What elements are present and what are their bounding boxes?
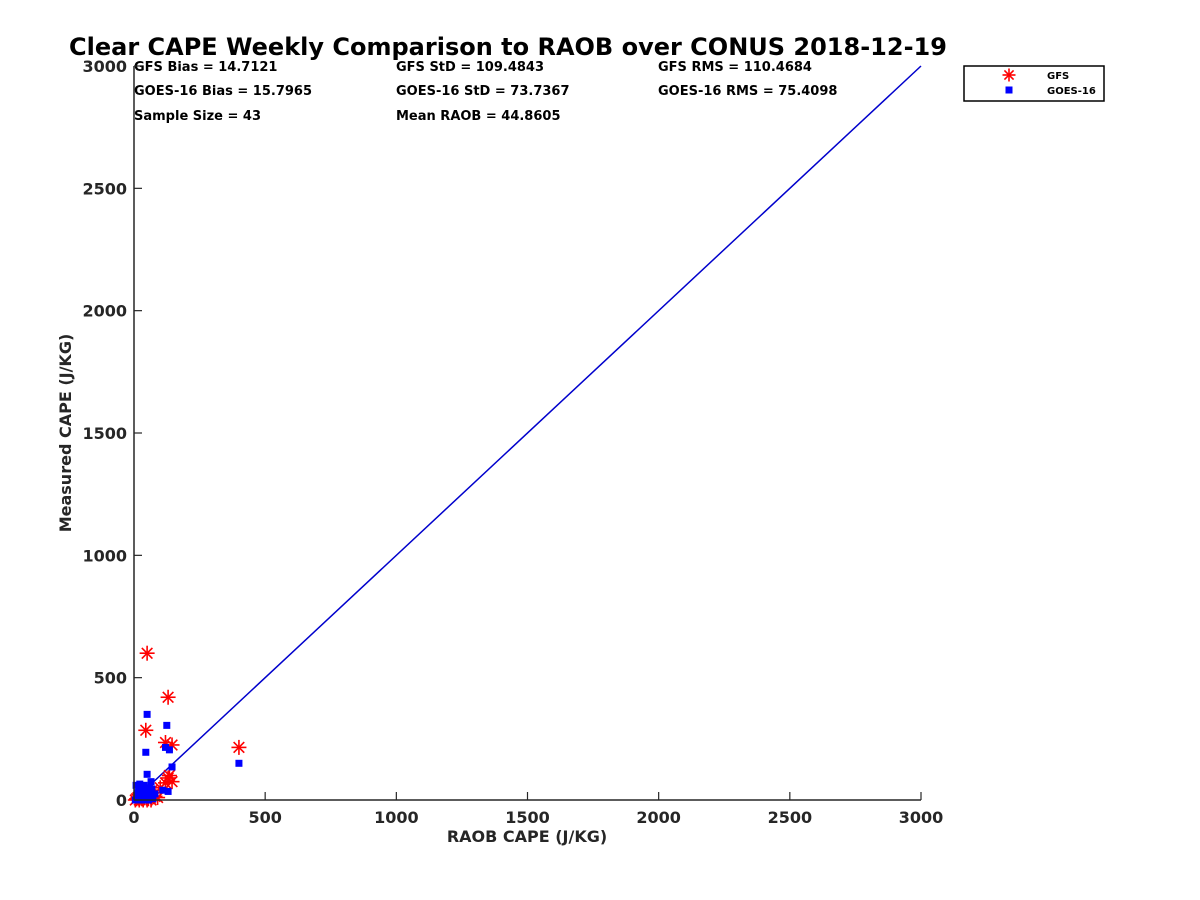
- data-point: [148, 785, 156, 793]
- data-point: [149, 795, 157, 803]
- stat-text: GFS RMS = 110.4684: [658, 60, 812, 75]
- x-axis: 0 500 1000 1500 2000 2500 3000: [128, 792, 943, 827]
- x-tick-label: 1000: [374, 808, 419, 827]
- x-tick-label: 500: [248, 808, 281, 827]
- y-tick-label: 3000: [82, 57, 127, 76]
- data-point: [159, 786, 167, 794]
- y-tick-label: 500: [94, 669, 127, 688]
- one-to-one-line: [133, 65, 922, 801]
- chart-title: Clear CAPE Weekly Comparison to RAOB ove…: [69, 33, 947, 61]
- data-point: [168, 763, 176, 771]
- legend-gfs-marker: [1002, 68, 1016, 82]
- legend-goes16-label: GOES-16: [1047, 86, 1096, 97]
- data-point: [143, 710, 151, 718]
- stats-block: GFS Bias = 14.7121 GFS StD = 109.4843 GFS …: [134, 60, 837, 124]
- data-point: [165, 746, 173, 754]
- data-point: [160, 770, 176, 786]
- data-point: [142, 748, 150, 756]
- stat-text: GOES-16 StD = 73.7367: [396, 84, 570, 99]
- x-tick-label: 1500: [505, 808, 550, 827]
- data-point: [161, 768, 177, 784]
- data-point: [160, 689, 176, 705]
- x-tick-label: 0: [128, 808, 139, 827]
- x-tick-label: 3000: [899, 808, 944, 827]
- plot-area: [127, 65, 922, 808]
- stat-text: GFS StD = 109.4843: [396, 60, 544, 75]
- data-point: [136, 780, 144, 788]
- y-tick-label: 1000: [82, 546, 127, 565]
- y-tick-label: 0: [116, 791, 127, 810]
- data-point: [143, 770, 151, 778]
- y-tick-label: 2500: [82, 179, 127, 198]
- data-point: [138, 722, 154, 738]
- y-axis: 0 500 1000 1500 2000 2500 3000: [82, 57, 142, 810]
- legend: GFS GOES-16: [963, 65, 1105, 102]
- data-point: [132, 781, 140, 789]
- x-tick-label: 2000: [636, 808, 681, 827]
- stat-text: Sample Size = 43: [134, 109, 261, 124]
- legend-box: [963, 65, 1105, 102]
- legend-gfs-label: GFS: [1047, 71, 1069, 82]
- data-point: [140, 781, 148, 789]
- stat-text: GOES-16 RMS = 75.4098: [658, 84, 837, 99]
- data-point: [139, 645, 155, 661]
- stat-text: Mean RAOB = 44.8605: [396, 109, 561, 124]
- x-axis-label: RAOB CAPE (J/KG): [447, 827, 607, 846]
- data-point: [161, 743, 169, 751]
- data-point: [164, 787, 172, 795]
- legend-gfs-asterisk: [1002, 68, 1016, 82]
- legend-goes16-marker: [1005, 86, 1013, 94]
- y-tick-label: 1500: [82, 424, 127, 443]
- data-point: [163, 721, 171, 729]
- data-point: [231, 739, 247, 755]
- stat-text: GFS Bias = 14.7121: [134, 60, 277, 75]
- y-axis-label: Measured CAPE (J/KG): [56, 334, 75, 533]
- x-tick-label: 2500: [768, 808, 813, 827]
- y-tick-label: 2000: [82, 302, 127, 321]
- series-goes16: [131, 710, 243, 804]
- data-point: [147, 778, 155, 786]
- stat-text: GOES-16 Bias = 15.7965: [134, 84, 312, 99]
- data-point: [235, 759, 243, 767]
- data-point: [151, 790, 159, 798]
